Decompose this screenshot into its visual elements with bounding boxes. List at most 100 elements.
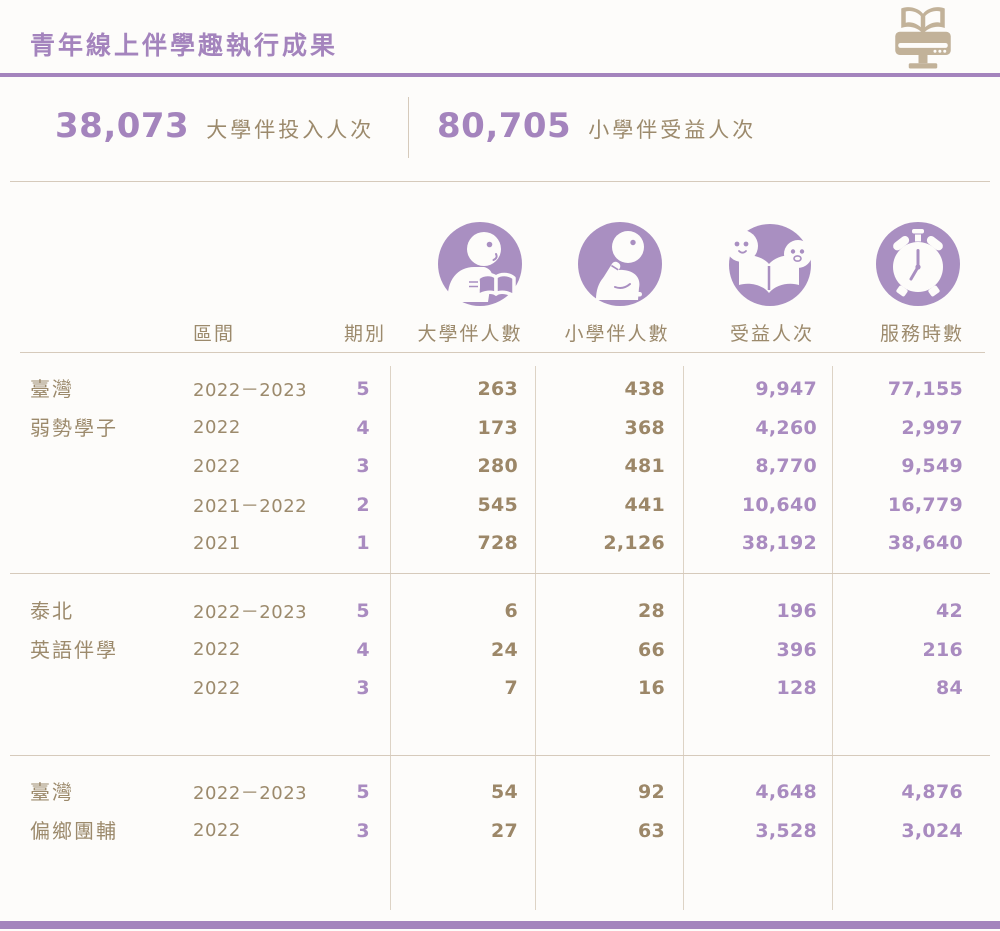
region-cell: 2022 — [193, 455, 241, 477]
table-row: 2022 3 27 63 3,528 3,024 — [0, 812, 1000, 851]
table-row: 2022－2023 5 54 92 4,648 4,876 — [0, 773, 1000, 812]
stat-elementary-label: 小學伴受益人次 — [588, 118, 757, 142]
period-cell: 2 — [356, 493, 370, 516]
service-hours-cell: 9,549 — [901, 455, 963, 478]
table-row: 2021 1 728 2,126 38,192 38,640 — [0, 524, 1000, 563]
elementary-count-cell: 16 — [637, 677, 665, 700]
elementary-count-cell: 368 — [624, 416, 665, 439]
elementary-count-cell: 28 — [637, 600, 665, 623]
stat-elementary-beneficiary: 80,705 小學伴受益人次 — [437, 106, 756, 152]
college-companion-icon — [438, 222, 522, 306]
beneficiary-count-cell: 128 — [776, 677, 817, 700]
table-row: 2022－2023 5 263 438 9,947 77,155 — [0, 370, 1000, 409]
service-hours-cell: 84 — [935, 677, 963, 700]
elementary-student-icon — [578, 222, 662, 306]
elementary-count-cell: 92 — [637, 781, 665, 804]
beneficiary-icon — [726, 224, 812, 306]
region-cell: 2022－2023 — [193, 783, 308, 805]
section-divider — [10, 573, 990, 574]
college-count-cell: 24 — [490, 638, 518, 661]
service-hours-cell: 3,024 — [901, 819, 963, 842]
college-count-cell: 54 — [490, 781, 518, 804]
beneficiary-count-cell: 8,770 — [755, 455, 817, 478]
period-cell: 5 — [356, 378, 370, 401]
period-cell: 1 — [356, 532, 370, 555]
stat-college-value: 38,073 — [55, 106, 190, 146]
column-header-hours: 服務時數 — [879, 323, 965, 345]
period-cell: 3 — [356, 455, 370, 478]
section-name: 臺灣 弱勢學子 — [30, 377, 118, 440]
table-row: 2022 4 24 66 396 216 — [0, 631, 1000, 670]
college-count-cell: 728 — [477, 532, 518, 555]
table-row: 2022 4 173 368 4,260 2,997 — [0, 409, 1000, 448]
table-row: 2022－2023 5 6 28 196 42 — [0, 592, 1000, 631]
column-divider — [832, 366, 833, 910]
service-hours-cell: 77,155 — [887, 378, 963, 401]
computer-book-icon — [895, 7, 951, 69]
college-count-cell: 27 — [490, 819, 518, 842]
elementary-count-cell: 63 — [637, 819, 665, 842]
college-count-cell: 263 — [477, 378, 518, 401]
column-divider — [535, 366, 536, 910]
footer-bar — [0, 921, 1000, 929]
beneficiary-count-cell: 396 — [776, 638, 817, 661]
elementary-count-cell: 481 — [624, 455, 665, 478]
college-count-cell: 6 — [504, 600, 518, 623]
column-header-college: 大學伴人數 — [417, 323, 523, 345]
period-cell: 4 — [356, 416, 370, 439]
elementary-count-cell: 66 — [637, 638, 665, 661]
region-cell: 2022 — [193, 639, 241, 661]
column-header-region: 區間 — [193, 323, 236, 345]
beneficiary-count-cell: 3,528 — [755, 819, 817, 842]
period-cell: 3 — [356, 677, 370, 700]
stat-college-label: 大學伴投入人次 — [206, 118, 375, 142]
service-hours-cell: 42 — [935, 600, 963, 623]
region-cell: 2022 — [193, 677, 241, 699]
beneficiary-count-cell: 4,260 — [755, 416, 817, 439]
section-name: 泰北 英語伴學 — [30, 599, 118, 662]
section-divider — [10, 755, 990, 756]
region-cell: 2022－2023 — [193, 602, 308, 624]
period-cell: 5 — [356, 781, 370, 804]
region-cell: 2021 — [193, 532, 241, 554]
period-cell: 4 — [356, 638, 370, 661]
table-row: 2022 3 280 481 8,770 9,549 — [0, 447, 1000, 486]
beneficiary-count-cell: 10,640 — [741, 493, 817, 516]
table-section-taiwan-rural: 臺灣 偏鄉團輔 2022－2023 5 54 92 4,648 4,876 20… — [0, 771, 1000, 850]
title-divider — [0, 73, 1000, 77]
table-header-divider — [20, 352, 985, 353]
table-row: 2022 3 7 16 128 84 — [0, 669, 1000, 708]
page-title: 青年線上伴學趣執行成果 — [30, 31, 339, 60]
region-cell: 2021－2022 — [193, 495, 308, 517]
table-section-taiwan-disadvantaged: 臺灣 弱勢學子 2022－2023 5 263 438 9,947 77,155… — [0, 368, 1000, 563]
beneficiary-count-cell: 4,648 — [755, 781, 817, 804]
college-count-cell: 545 — [477, 493, 518, 516]
elementary-count-cell: 441 — [624, 493, 665, 516]
college-count-cell: 173 — [477, 416, 518, 439]
region-cell: 2022－2023 — [193, 380, 308, 402]
column-header-beneficiary: 受益人次 — [729, 323, 815, 345]
beneficiary-count-cell: 38,192 — [741, 532, 817, 555]
region-cell: 2022 — [193, 820, 241, 842]
section-name: 臺灣 偏鄉團輔 — [30, 780, 118, 843]
summary-divider — [10, 181, 990, 182]
stats-divider — [408, 97, 409, 158]
table-row: 2021－2022 2 545 441 10,640 16,779 — [0, 486, 1000, 525]
stat-college-participation: 38,073 大學伴投入人次 — [55, 106, 374, 152]
service-hours-cell: 16,779 — [887, 493, 963, 516]
beneficiary-count-cell: 9,947 — [755, 378, 817, 401]
region-cell: 2022 — [193, 417, 241, 439]
service-hours-cell: 4,876 — [901, 781, 963, 804]
service-hours-cell: 2,997 — [901, 416, 963, 439]
elementary-count-cell: 438 — [624, 378, 665, 401]
column-divider — [390, 366, 391, 910]
stat-elementary-value: 80,705 — [437, 106, 572, 146]
service-hours-icon — [876, 222, 960, 306]
college-count-cell: 7 — [504, 677, 518, 700]
elementary-count-cell: 2,126 — [603, 532, 665, 555]
table-section-thai-north-english: 泰北 英語伴學 2022－2023 5 6 28 196 42 2022 4 2… — [0, 590, 1000, 708]
beneficiary-count-cell: 196 — [776, 600, 817, 623]
column-header-period: 期別 — [344, 323, 387, 345]
college-count-cell: 280 — [477, 455, 518, 478]
